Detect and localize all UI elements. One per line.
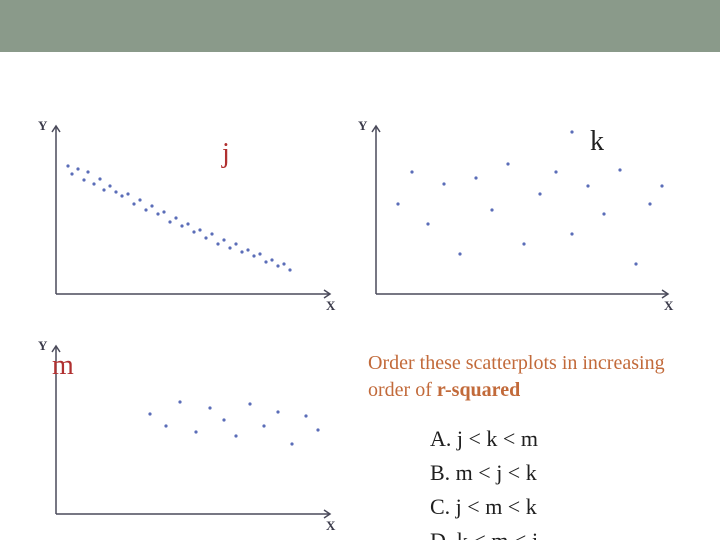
data-point <box>282 262 285 265</box>
data-point <box>186 222 189 225</box>
data-point <box>506 162 509 165</box>
data-point <box>86 170 89 173</box>
data-point <box>288 268 291 271</box>
data-point <box>178 400 181 403</box>
data-point <box>276 264 279 267</box>
points-m <box>148 400 319 445</box>
question-text: Order these scatterplots in increasing o… <box>368 350 698 404</box>
y-axis-label: Y <box>38 118 48 133</box>
data-point <box>570 130 573 133</box>
data-point <box>240 250 243 253</box>
data-point <box>168 220 171 223</box>
data-point <box>162 210 165 213</box>
data-point <box>586 184 589 187</box>
data-point <box>248 402 251 405</box>
data-point <box>174 216 177 219</box>
data-point <box>276 410 279 413</box>
y-axis-label: Y <box>358 118 368 133</box>
data-point <box>426 222 429 225</box>
data-point <box>108 184 111 187</box>
data-point <box>164 424 167 427</box>
data-point <box>114 190 117 193</box>
data-point <box>98 177 101 180</box>
data-point <box>66 164 69 167</box>
answer-option: D. k < m < j <box>430 524 538 540</box>
data-point <box>618 168 621 171</box>
data-point <box>660 184 663 187</box>
x-axis-label: X <box>664 298 674 313</box>
data-point <box>304 414 307 417</box>
data-point <box>198 228 201 231</box>
data-point <box>264 260 267 263</box>
plot-label-k: k <box>590 126 604 158</box>
data-point <box>246 248 249 251</box>
data-point <box>144 208 147 211</box>
x-axis-label: X <box>326 298 336 313</box>
data-point <box>258 252 261 255</box>
data-point <box>76 167 79 170</box>
data-point <box>602 212 605 215</box>
data-point <box>410 170 413 173</box>
data-point <box>120 194 123 197</box>
data-point <box>82 178 85 181</box>
points-j <box>66 164 291 271</box>
answer-option: A. j < k < m <box>430 422 538 456</box>
question-bold: r-squared <box>437 379 520 401</box>
data-point <box>132 202 135 205</box>
data-point <box>262 424 265 427</box>
data-point <box>216 242 219 245</box>
data-point <box>204 236 207 239</box>
data-point <box>148 412 151 415</box>
data-point <box>92 182 95 185</box>
data-point <box>634 262 637 265</box>
scatterplot-k: Y X <box>350 114 680 324</box>
answer-option: C. j < m < k <box>430 490 538 524</box>
data-point <box>150 204 153 207</box>
data-point <box>252 254 255 257</box>
plot-label-m: m <box>52 350 74 382</box>
data-point <box>70 172 73 175</box>
data-point <box>570 232 573 235</box>
answer-list: A. j < k < m B. m < j < k C. j < m < k D… <box>430 422 538 540</box>
header-bar <box>0 0 720 52</box>
data-point <box>126 192 129 195</box>
data-point <box>234 242 237 245</box>
answer-option: B. m < j < k <box>430 456 538 490</box>
data-point <box>290 442 293 445</box>
data-point <box>648 202 651 205</box>
x-axis-label: X <box>326 518 336 533</box>
scatterplot-m: Y X <box>30 334 340 540</box>
data-point <box>270 258 273 261</box>
data-point <box>222 238 225 241</box>
points-k <box>396 130 663 265</box>
data-point <box>490 208 493 211</box>
data-point <box>192 230 195 233</box>
data-point <box>234 434 237 437</box>
data-point <box>222 418 225 421</box>
scatterplot-j: Y X <box>30 114 340 324</box>
data-point <box>522 242 525 245</box>
content-area: Y X j Y X k Y X m Order these scatterplo… <box>0 52 720 540</box>
data-point <box>208 406 211 409</box>
data-point <box>474 176 477 179</box>
data-point <box>194 430 197 433</box>
data-point <box>538 192 541 195</box>
data-point <box>102 188 105 191</box>
data-point <box>554 170 557 173</box>
data-point <box>442 182 445 185</box>
y-axis-label: Y <box>38 338 48 353</box>
data-point <box>458 252 461 255</box>
data-point <box>228 246 231 249</box>
data-point <box>156 212 159 215</box>
data-point <box>316 428 319 431</box>
data-point <box>138 198 141 201</box>
data-point <box>210 232 213 235</box>
data-point <box>180 224 183 227</box>
plot-label-j: j <box>222 138 230 170</box>
data-point <box>396 202 399 205</box>
